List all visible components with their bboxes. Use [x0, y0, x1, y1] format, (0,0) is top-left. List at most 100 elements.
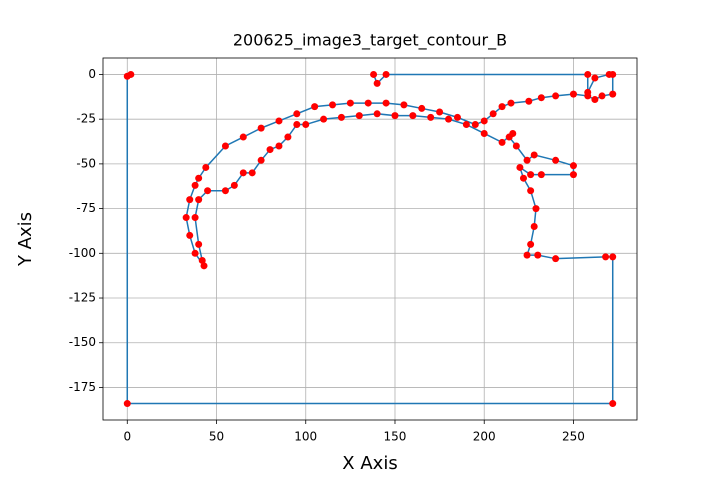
- data-point: [400, 101, 408, 109]
- data-point: [182, 214, 190, 222]
- data-point: [191, 181, 199, 189]
- data-point: [480, 117, 488, 125]
- y-tick-label: -75: [76, 201, 96, 215]
- data-point: [605, 70, 613, 78]
- data-point: [471, 121, 479, 129]
- y-tick-label: -25: [76, 112, 96, 126]
- data-point: [584, 70, 592, 78]
- data-point: [239, 133, 247, 141]
- data-point: [329, 101, 337, 109]
- data-point: [293, 121, 301, 129]
- data-point: [418, 104, 426, 112]
- data-point: [537, 171, 545, 179]
- data-point: [364, 99, 372, 107]
- data-point: [569, 171, 577, 179]
- data-point: [480, 129, 488, 137]
- data-point: [569, 162, 577, 170]
- y-tick-label: -175: [69, 380, 96, 394]
- x-tick-label: 250: [562, 430, 585, 444]
- data-point: [498, 138, 506, 146]
- data-point: [552, 255, 560, 263]
- data-point: [239, 169, 247, 177]
- data-point: [346, 99, 354, 107]
- data-point: [527, 240, 535, 248]
- x-tick-label: 0: [123, 430, 131, 444]
- data-point: [370, 70, 378, 78]
- data-point: [609, 253, 617, 261]
- data-point: [275, 142, 283, 150]
- data-point: [195, 174, 203, 182]
- x-tick-label: 200: [473, 430, 496, 444]
- data-point: [537, 94, 545, 102]
- data-point: [609, 90, 617, 98]
- data-point: [221, 142, 229, 150]
- data-point: [200, 262, 208, 270]
- data-point: [591, 95, 599, 103]
- data-point: [525, 97, 533, 105]
- data-point: [530, 151, 538, 159]
- data-point: [284, 133, 292, 141]
- data-point: [123, 400, 131, 408]
- y-tick-label: 0: [88, 67, 96, 81]
- data-point: [191, 214, 199, 222]
- data-point: [584, 88, 592, 96]
- data-point: [373, 110, 381, 118]
- x-tick-label: 100: [294, 430, 317, 444]
- data-point: [311, 103, 319, 111]
- data-point: [507, 99, 515, 107]
- data-point: [198, 256, 206, 264]
- data-point: [186, 231, 194, 239]
- data-point: [602, 253, 610, 261]
- data-point: [552, 156, 560, 164]
- data-point: [532, 205, 540, 213]
- data-point: [523, 156, 531, 164]
- y-tick-label: -100: [69, 246, 96, 260]
- data-point: [123, 72, 131, 80]
- data-point: [293, 110, 301, 118]
- chart-title: 200625_image3_target_contour_B: [233, 31, 507, 51]
- data-point: [382, 70, 390, 78]
- data-point: [516, 163, 524, 171]
- data-point: [221, 187, 229, 195]
- data-point: [382, 99, 390, 107]
- data-point: [498, 103, 506, 111]
- data-point: [569, 90, 577, 98]
- data-point: [391, 112, 399, 120]
- data-point: [527, 171, 535, 179]
- y-tick-label: -150: [69, 335, 96, 349]
- data-point: [257, 124, 265, 132]
- y-tick-label: -125: [69, 291, 96, 305]
- x-tick-label: 50: [209, 430, 224, 444]
- data-point: [523, 251, 531, 259]
- data-point: [230, 181, 238, 189]
- data-point: [591, 74, 599, 82]
- data-point: [512, 142, 520, 150]
- data-point: [527, 187, 535, 195]
- data-point: [427, 113, 435, 121]
- data-point: [552, 92, 560, 100]
- data-point: [534, 251, 542, 259]
- data-point: [489, 110, 497, 118]
- data-point: [509, 129, 517, 137]
- data-point: [275, 117, 283, 125]
- data-point: [191, 249, 199, 257]
- data-point: [453, 113, 461, 121]
- data-point: [337, 113, 345, 121]
- data-point: [462, 121, 470, 129]
- data-point: [195, 240, 203, 248]
- data-point: [436, 108, 444, 116]
- y-axis-label: Y Axis: [15, 212, 36, 267]
- data-point: [266, 146, 274, 154]
- data-point: [195, 196, 203, 204]
- data-point: [609, 400, 617, 408]
- x-tick-label: 150: [384, 430, 407, 444]
- data-point: [355, 112, 363, 120]
- data-point: [445, 115, 453, 123]
- data-point: [530, 222, 538, 230]
- data-point: [202, 163, 210, 171]
- data-point: [598, 92, 606, 100]
- data-line: [126, 73, 614, 405]
- data-point: [302, 121, 310, 129]
- data-point: [320, 115, 328, 123]
